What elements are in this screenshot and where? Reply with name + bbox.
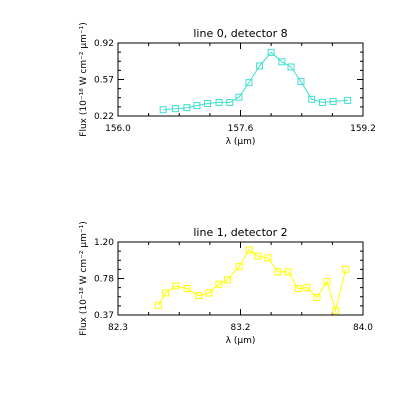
x-tick-label: 157.6 [228,124,254,134]
y-axis-label: Flux (10⁻¹⁸ W cm⁻² μm⁻¹) [79,221,89,335]
series-line [163,51,348,111]
chart-title: line 0, detector 8 [193,27,287,40]
data-point-marker [183,285,191,293]
data-point-marker [267,48,275,56]
y-tick-label: 1.20 [94,238,114,248]
data-point-marker [284,268,292,276]
x-tick-label: 159.2 [350,124,376,134]
y-tick-label: 0.92 [94,39,114,49]
data-point-marker [256,62,264,70]
data-point-marker [235,263,243,271]
series-line [157,249,347,313]
data-point-marker [245,79,253,87]
data-point-marker [245,246,253,254]
x-tick-label: 84.0 [353,323,373,333]
data-point-marker [215,98,223,106]
y-tick-label: 0.37 [94,311,114,321]
data-point-marker [193,102,201,110]
data-point-marker [278,58,286,66]
data-point-marker [264,254,272,262]
data-point-marker [183,104,191,112]
data-point-marker [303,284,311,292]
chart-panel-line1-detector2: line 1, detector 2 82.3 83.2 84.0 0.37 0.78 1.… [79,221,373,346]
data-point-marker [294,285,302,293]
data-point-marker [342,265,350,273]
x-tick-label: 156.0 [105,124,131,134]
data-point-marker [329,97,337,105]
data-point-marker [313,293,321,301]
data-point-marker [159,106,167,114]
data-point-marker [215,280,223,288]
data-point-marker [332,307,340,315]
data-point-marker [195,292,203,300]
y-tick-label: 0.57 [94,76,114,86]
data-point-marker [274,268,282,276]
x-tick-label: 83.2 [230,323,250,333]
data-point-marker [287,63,295,71]
plot-frame [117,42,364,117]
data-point-marker [254,252,262,260]
data-point-marker [344,96,352,104]
data-point-marker [171,105,179,113]
x-axis-label: λ (μm) [226,336,256,346]
data-point-marker [154,301,162,309]
y-tick-label: 0.22 [94,112,114,122]
data-point-marker [204,99,212,107]
data-point-marker [172,282,180,290]
data-point-marker [226,98,234,106]
y-axis-label: Flux (10⁻¹⁸ W cm⁻² μm⁻¹) [79,22,89,136]
x-axis-label: λ (μm) [226,137,256,147]
data-point-marker [162,289,170,297]
x-tick-label: 82.3 [108,323,128,333]
data-point-marker [323,278,331,286]
y-tick-label: 0.78 [94,275,114,285]
data-point-marker [235,93,243,101]
data-point-marker [318,98,326,106]
data-point-marker [205,289,213,297]
data-point-marker [308,95,316,103]
chart-panel-line0-detector8: line 0, detector 8 156.0 157.6 159.2 0.22 0.5… [79,22,376,147]
data-point-marker [297,78,305,86]
data-point-marker [224,276,232,284]
chart-title: line 1, detector 2 [193,226,287,239]
